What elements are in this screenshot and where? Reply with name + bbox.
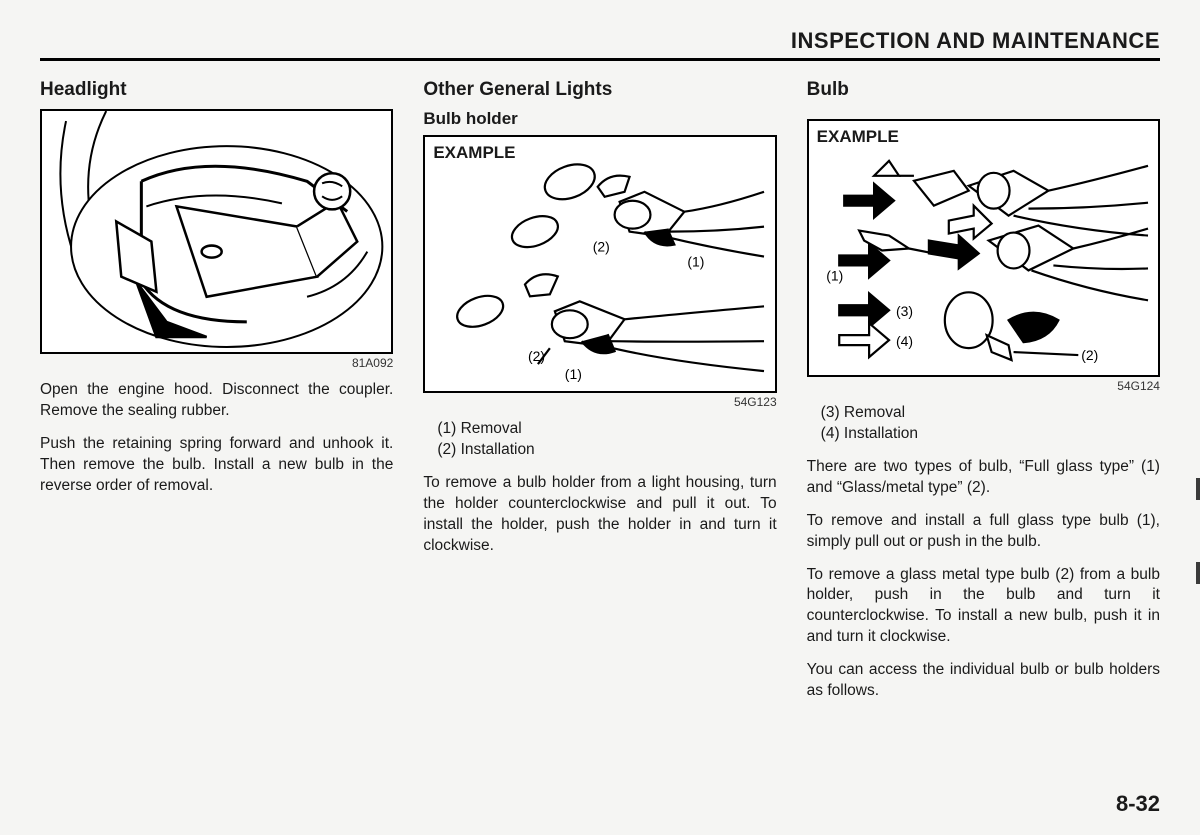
legend-removal: (1) Removal [437, 419, 776, 440]
para-full-glass: To remove and install a full glass type … [807, 511, 1160, 553]
para-open-hood: Open the engine hood. Disconnect the cou… [40, 380, 393, 422]
figure-code-1: 81A092 [40, 356, 393, 370]
svg-text:(2): (2) [528, 348, 545, 364]
para-remove-holder: To remove a bulb holder from a light hou… [423, 473, 776, 557]
legend-installation-4: (4) Installation [821, 424, 1160, 445]
header-title: INSPECTION AND MAINTENANCE [791, 28, 1160, 53]
figure-bulb-holder: EXAMPLE (2) (1) [423, 135, 776, 393]
heading-headlight: Headlight [40, 79, 393, 101]
subheading-bulb-holder: Bulb holder [423, 109, 776, 129]
figure-bulb: EXAMPLE (1) [807, 119, 1160, 377]
heading-bulb: Bulb [807, 79, 1160, 101]
svg-text:(2): (2) [593, 239, 610, 255]
column-bulb: Bulb EXAMPLE (1) [807, 79, 1160, 714]
legend-bulb: (3) Removal (4) Installation [807, 403, 1160, 445]
svg-text:(4): (4) [896, 333, 913, 349]
figure-code-3: 54G124 [807, 379, 1160, 393]
headlight-illustration [42, 111, 391, 352]
column-headlight: Headlight [40, 79, 393, 714]
bulb-illustration: (1) (3) (4) (2) [809, 121, 1158, 375]
figure-code-2: 54G123 [423, 395, 776, 409]
edge-mark-1 [1196, 478, 1200, 500]
legend-installation: (2) Installation [437, 440, 776, 461]
legend-removal-3: (3) Removal [821, 403, 1160, 424]
svg-text:(1): (1) [826, 267, 843, 283]
content-columns: Headlight [40, 79, 1160, 714]
svg-text:(1): (1) [688, 253, 705, 269]
column-bulb-holder: Other General Lights Bulb holder EXAMPLE… [423, 79, 776, 714]
para-access: You can access the individual bulb or bu… [807, 660, 1160, 702]
edge-mark-2 [1196, 562, 1200, 584]
page-header: INSPECTION AND MAINTENANCE [40, 28, 1160, 61]
svg-text:(2): (2) [1081, 347, 1098, 363]
bulb-holder-illustration: (2) (1) (2) (1) [425, 137, 774, 391]
svg-text:(1): (1) [565, 366, 582, 382]
page-number: 8-32 [1116, 791, 1160, 817]
para-two-types: There are two types of bulb, “Full glass… [807, 457, 1160, 499]
figure-headlight [40, 109, 393, 354]
para-retaining-spring: Push the retaining spring forward and un… [40, 434, 393, 497]
example-label-2: EXAMPLE [817, 127, 899, 147]
example-label-1: EXAMPLE [433, 143, 515, 163]
heading-other-lights: Other General Lights [423, 79, 776, 101]
legend-bulb-holder: (1) Removal (2) Installation [423, 419, 776, 461]
para-glass-metal: To remove a glass metal type bulb (2) fr… [807, 565, 1160, 649]
svg-text:(3): (3) [896, 303, 913, 319]
